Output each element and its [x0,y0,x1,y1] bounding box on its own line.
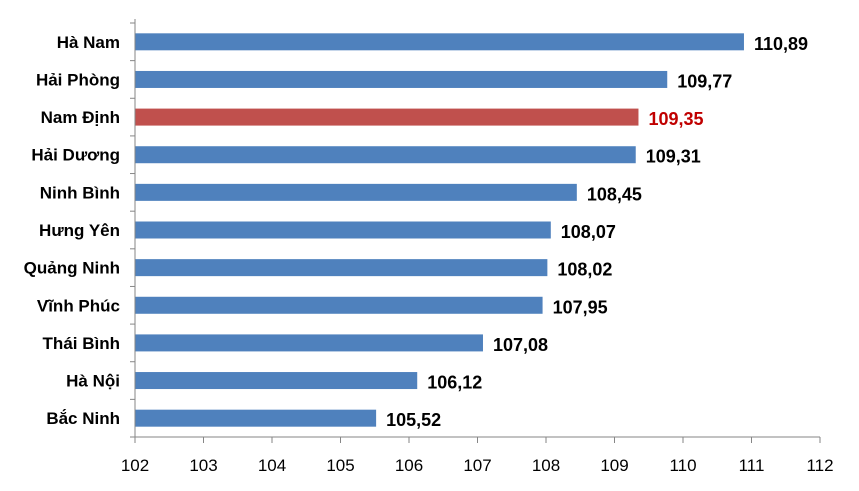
bar-4 [135,146,636,164]
category-label: Nam Định [41,108,120,127]
labels-group: Hà Nam 110,89 Hải Phòng 109,77 Nam Định 109,3… [24,33,834,475]
value-label: 109,31 [646,147,701,167]
x-tick-label: 103 [189,456,217,475]
value-label: 108,07 [561,222,616,242]
category-label: Quảng Ninh [24,259,120,278]
bar-5 [135,183,577,201]
x-tick-label: 105 [326,456,354,475]
category-label: Hà Nội [66,372,120,391]
x-tick-label: 104 [258,456,286,475]
axes-group [130,19,821,443]
x-tick-label: 107 [463,456,491,475]
category-label: Thái Bình [43,334,120,353]
x-tick-label: 111 [739,456,765,475]
bar-9 [135,334,483,352]
bar-8 [135,296,543,314]
x-tick-label: 106 [395,456,423,475]
value-label: 107,08 [493,335,548,355]
value-label: 108,02 [557,260,612,280]
bar-11 [135,409,377,427]
bar-1 [135,33,744,51]
x-tick-label: 102 [121,456,149,475]
value-label: 106,12 [427,373,482,393]
value-label: 110,89 [754,34,808,54]
value-label: 109,35 [648,109,703,129]
bar-10 [135,372,418,390]
category-label: Hải Phòng [36,70,120,89]
category-label: Bắc Ninh [46,409,120,428]
bar-6 [135,221,551,239]
value-label: 107,95 [553,297,608,317]
value-label: 109,77 [677,71,732,91]
category-label: Hà Nam [57,33,120,52]
category-label: Hải Dương [31,146,120,165]
value-label: 105,52 [386,410,441,430]
bar-3 [135,108,639,126]
bars-group [135,33,744,427]
bar-7 [135,259,548,277]
x-tick-label: 112 [806,456,833,475]
category-label: Hưng Yên [39,221,120,240]
category-label: Ninh Bình [40,183,120,202]
x-tick-label: 110 [669,456,696,475]
value-label: 108,45 [587,184,642,204]
x-tick-label: 109 [600,456,628,475]
bar-2 [135,70,668,88]
category-label: Vĩnh Phúc [37,296,120,315]
x-tick-label: 108 [532,456,560,475]
